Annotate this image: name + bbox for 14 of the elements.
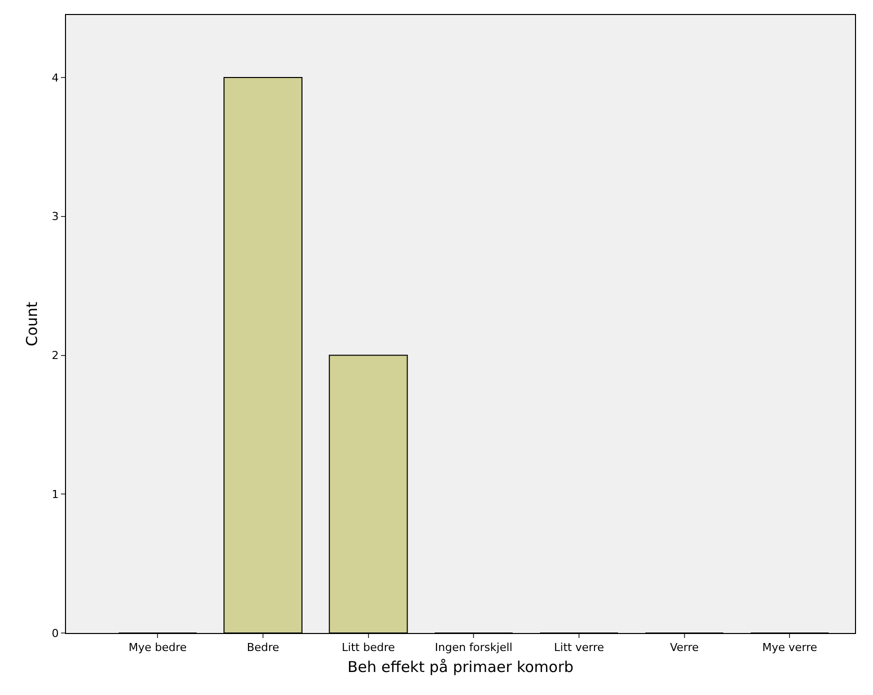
x-tick-label: Litt bedre bbox=[342, 641, 396, 654]
y-tick-label: 3 bbox=[52, 210, 59, 224]
y-tick-label: 2 bbox=[52, 349, 59, 362]
x-tick-label: Verre bbox=[670, 641, 699, 654]
x-tick-label: Litt verre bbox=[554, 641, 604, 654]
x-tick-label: Ingen forskjell bbox=[434, 641, 512, 654]
y-tick-label: 4 bbox=[52, 71, 59, 84]
y-tick-label: 0 bbox=[52, 626, 59, 640]
x-tick-label: Bedre bbox=[246, 641, 280, 654]
x-tick-label: Mye bedre bbox=[128, 641, 187, 654]
y-axis-title: Count bbox=[23, 302, 42, 346]
y-tick-label: 1 bbox=[52, 488, 59, 501]
x-tick-label: Mye verre bbox=[762, 641, 818, 654]
x-axis-title: Beh effekt på primaer komorb bbox=[347, 658, 574, 676]
